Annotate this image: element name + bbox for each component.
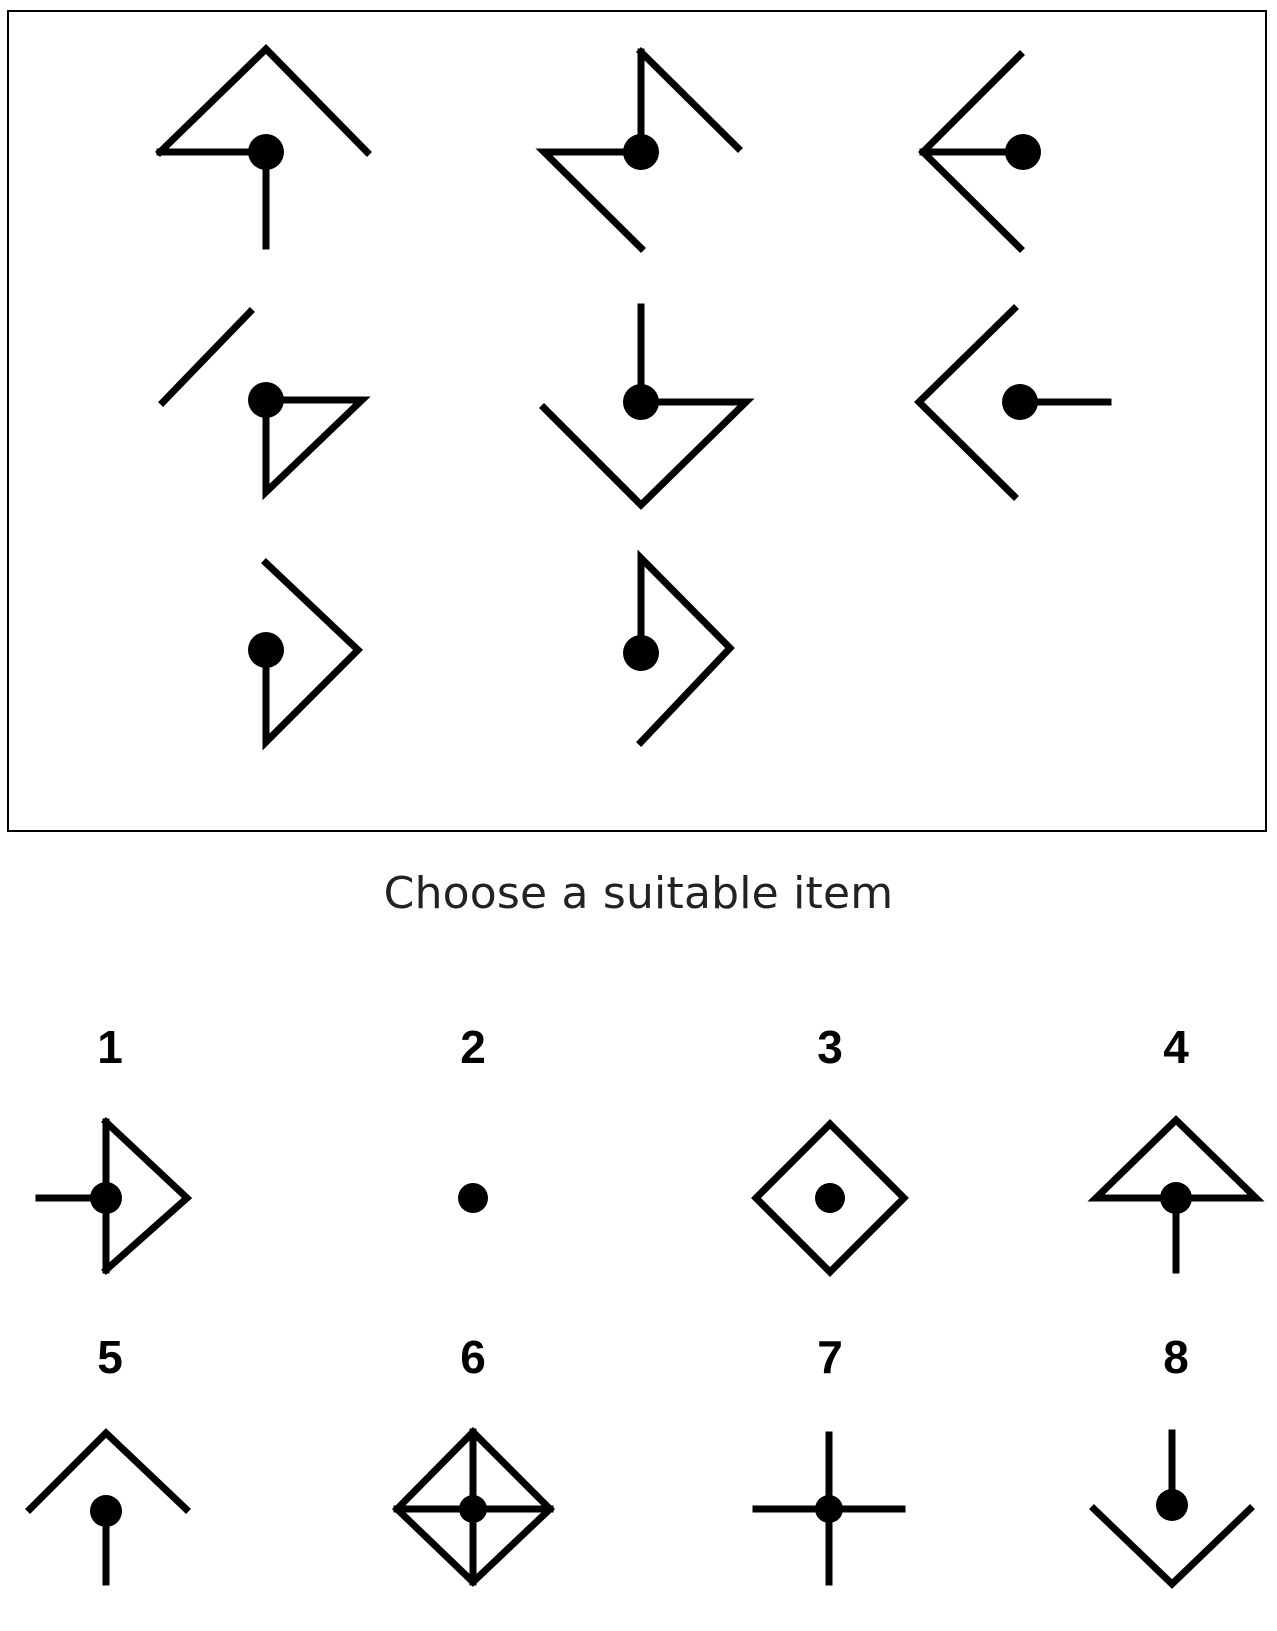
option-4-figure[interactable]	[1087, 1115, 1265, 1274]
dot-icon	[815, 1495, 843, 1523]
matrix-cell-3-1	[248, 558, 364, 751]
dot-icon	[248, 382, 284, 418]
dot-icon	[459, 1495, 487, 1523]
matrix-cell-2-1	[158, 307, 371, 501]
matrix-cell-2-3	[914, 304, 1112, 501]
dot-icon	[1156, 1489, 1188, 1521]
dot-icon	[1160, 1182, 1192, 1214]
dot-icon	[90, 1495, 122, 1527]
dot-icon	[623, 134, 659, 170]
option-8-label[interactable]: 8	[1163, 1331, 1189, 1383]
prompt-text: Choose a suitable item	[383, 868, 894, 919]
dot-icon	[623, 635, 659, 671]
dot-icon	[458, 1183, 488, 1213]
matrix-cell-3-2	[623, 549, 735, 747]
dot-icon	[90, 1182, 122, 1214]
option-3-label[interactable]: 3	[817, 1021, 843, 1073]
option-7-label[interactable]: 7	[817, 1331, 843, 1383]
matrix-cell-1-2	[535, 47, 743, 253]
option-6-figure[interactable]	[392, 1427, 556, 1587]
dot-icon	[815, 1183, 845, 1213]
matrix-cell-1-1	[155, 44, 372, 250]
option-5-label[interactable]: 5	[97, 1331, 123, 1383]
matrix-cell-1-3	[918, 50, 1041, 253]
dot-icon	[623, 384, 659, 420]
dot-icon	[248, 632, 284, 668]
matrix-cell-2-2	[539, 303, 755, 510]
option-8-figure[interactable]	[1089, 1429, 1255, 1589]
dot-icon	[248, 134, 284, 170]
option-7-figure[interactable]	[752, 1431, 906, 1586]
option-4-label[interactable]: 4	[1163, 1021, 1189, 1073]
option-2-label[interactable]: 2	[460, 1021, 486, 1073]
option-1-figure[interactable]	[35, 1117, 193, 1275]
option-3-figure[interactable]	[751, 1119, 909, 1277]
option-1-label[interactable]: 1	[97, 1021, 123, 1073]
option-2-figure[interactable]	[458, 1183, 488, 1213]
dot-icon	[1005, 134, 1041, 170]
option-5-figure[interactable]	[25, 1428, 191, 1586]
option-6-label[interactable]: 6	[460, 1331, 486, 1383]
dot-icon	[1002, 384, 1038, 420]
